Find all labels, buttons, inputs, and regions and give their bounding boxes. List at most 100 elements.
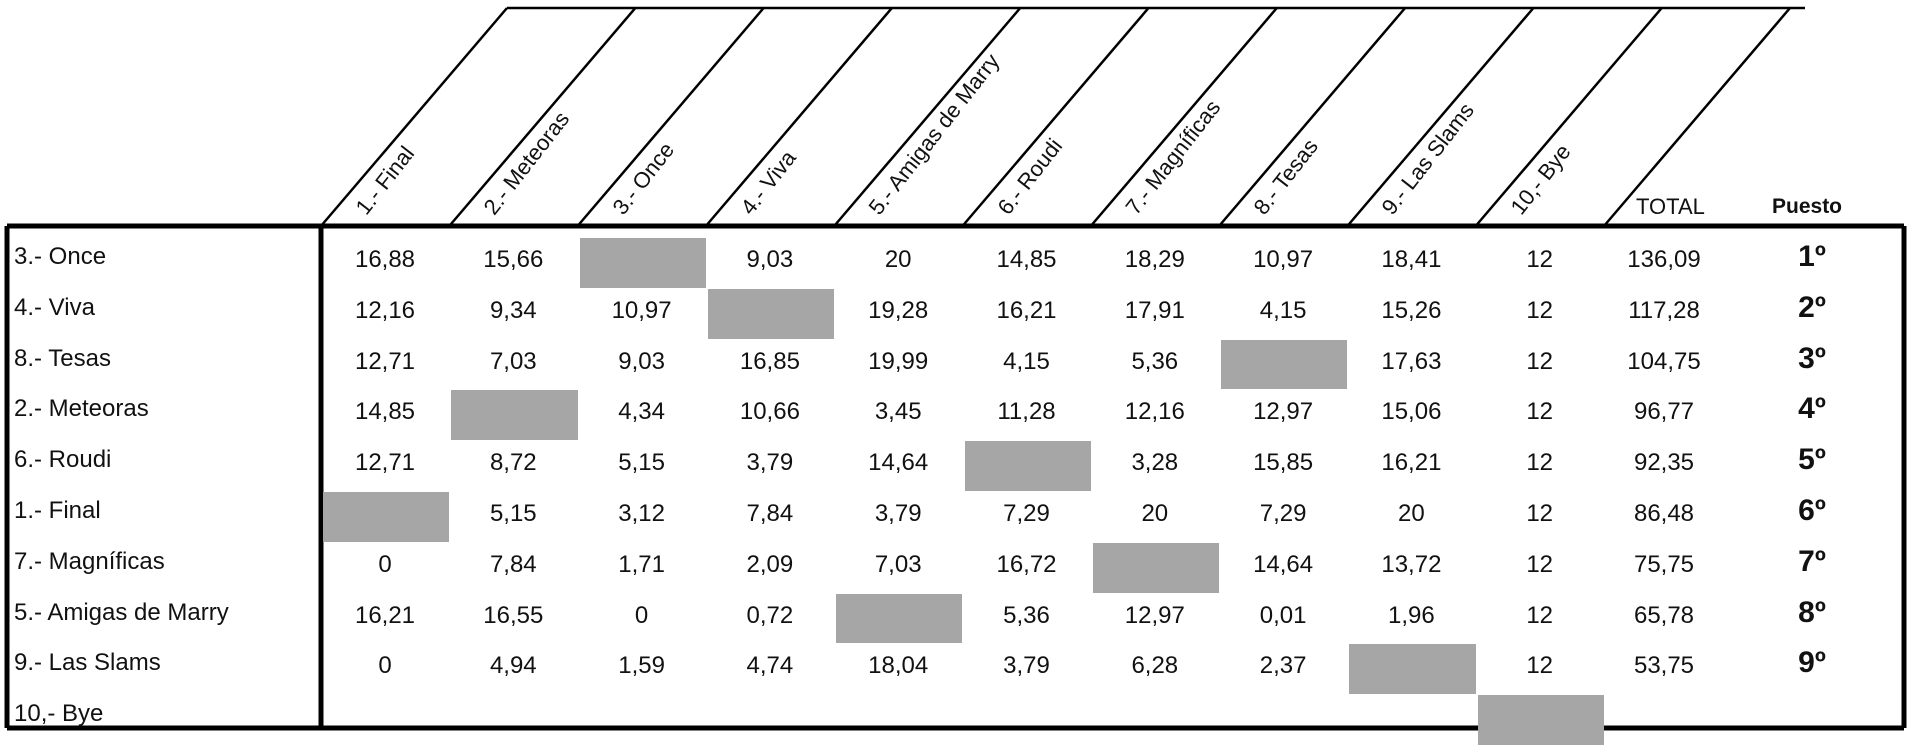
header-divider — [576, 7, 765, 227]
total-cell: 96,77 — [1633, 398, 1695, 426]
score-cell: 0 — [634, 601, 649, 629]
score-cell: 16,72 — [996, 550, 1057, 578]
rank-cell: 8º — [1798, 595, 1826, 629]
score-cell: 1,59 — [618, 652, 665, 680]
score-cell: 16,21 — [354, 601, 416, 629]
score-cell: 3,12 — [618, 500, 665, 527]
score-cell: 4,34 — [618, 398, 665, 426]
rank-cell: 3º — [1798, 341, 1826, 375]
self-match-cell — [1349, 644, 1476, 695]
self-match-cell — [1477, 695, 1604, 745]
header-divider — [1089, 7, 1278, 227]
score-cell: 2,09 — [746, 550, 794, 578]
header-divider — [448, 7, 637, 227]
rank-cell: 4º — [1798, 392, 1826, 426]
score-cell: 10,97 — [611, 296, 672, 324]
score-cell: 19,28 — [868, 296, 929, 324]
score-cell: 9,34 — [489, 296, 537, 324]
self-match-cell — [323, 492, 450, 542]
total-cell: 65,78 — [1633, 601, 1695, 629]
score-cell: 3,79 — [874, 500, 922, 527]
score-cell: 0 — [378, 652, 392, 680]
score-cell: 1,96 — [1388, 601, 1435, 629]
score-cell: 5,15 — [489, 500, 537, 527]
total-cell: 86,48 — [1633, 500, 1695, 527]
total-cell: 75,75 — [1633, 550, 1695, 578]
score-cell: 0 — [378, 550, 392, 578]
score-cell: 12,16 — [354, 296, 416, 324]
score-cell: 3,45 — [874, 398, 922, 426]
score-cell: 12 — [1526, 347, 1554, 375]
self-match-cell — [1221, 339, 1348, 390]
score-cell: 12,97 — [1124, 601, 1185, 629]
header-divider — [833, 7, 1022, 227]
score-cell: 10,97 — [1253, 246, 1314, 273]
score-cell: 12,71 — [354, 449, 416, 477]
row-label: 8.- Tesas — [14, 344, 111, 372]
score-cell: 3,79 — [1003, 652, 1050, 680]
score-cell: 20 — [884, 246, 912, 273]
score-cell: 12 — [1526, 550, 1554, 578]
total-cell: 117,28 — [1628, 296, 1700, 324]
self-match-cell — [707, 288, 835, 339]
score-cell: 16,21 — [996, 296, 1057, 324]
score-cell: 4,15 — [1259, 296, 1307, 324]
score-cell: 16,88 — [354, 246, 416, 273]
score-cell: 16,21 — [1381, 449, 1442, 477]
score-cell: 15,26 — [1381, 296, 1442, 324]
total-cell: 104,75 — [1627, 347, 1701, 375]
score-cell: 2,37 — [1259, 652, 1307, 680]
score-cell: 12 — [1526, 500, 1554, 527]
score-cell: 16,55 — [483, 601, 544, 629]
score-cell: 12 — [1526, 652, 1554, 680]
score-cell: 15,85 — [1253, 449, 1314, 477]
self-match-cell — [964, 441, 1091, 491]
score-cell: 11,28 — [997, 398, 1056, 426]
header-divider — [1346, 7, 1535, 227]
row-label: 3.- Once — [14, 243, 107, 270]
self-match-cell — [451, 390, 578, 441]
score-cell: 12 — [1526, 398, 1554, 426]
header-divider — [320, 7, 508, 227]
score-cell: 20 — [1398, 500, 1425, 527]
score-cell: 18,29 — [1124, 246, 1185, 273]
header-divider — [704, 7, 893, 227]
score-cell: 14,64 — [868, 449, 929, 477]
total-cell: 92,35 — [1633, 449, 1695, 477]
score-cell: 17,63 — [1381, 347, 1442, 375]
score-cell: 14,85 — [996, 246, 1057, 273]
row-label: 6.- Roudi — [14, 446, 112, 474]
rank-cell: 2º — [1798, 290, 1826, 324]
score-cell: 7,03 — [874, 550, 922, 578]
score-cell: 10,66 — [739, 398, 800, 426]
rank-cell: 5º — [1798, 443, 1826, 477]
score-cell: 16,85 — [739, 347, 800, 375]
row-label: 2.- Meteoras — [14, 395, 149, 423]
score-cell: 15,66 — [483, 246, 544, 273]
rank-cell: 1º — [1798, 240, 1826, 273]
score-cell: 14,64 — [1253, 550, 1314, 578]
row-label: 1.- Final — [14, 497, 101, 524]
puesto-header: Puesto — [1772, 195, 1843, 218]
rank-cell: 7º — [1798, 544, 1826, 578]
header-divider — [1474, 7, 1663, 227]
header-divider — [1218, 7, 1407, 227]
score-cell: 4,74 — [746, 652, 794, 680]
score-cell: 5,15 — [618, 449, 665, 477]
row-label: 10,- Bye — [14, 700, 104, 728]
score-cell: 12 — [1526, 601, 1554, 629]
score-cell: 12 — [1526, 449, 1554, 477]
header-divider — [961, 7, 1150, 227]
score-cell: 12,97 — [1253, 398, 1314, 426]
score-cell: 7,29 — [1259, 500, 1307, 527]
score-cell: 14,85 — [354, 398, 416, 426]
score-cell: 18,41 — [1381, 246, 1442, 273]
total-cell: 53,75 — [1633, 652, 1695, 680]
score-cell: 17,91 — [1124, 296, 1185, 324]
score-cell: 3,28 — [1131, 449, 1179, 477]
self-match-cell — [579, 238, 706, 288]
row-label: 9.- Las Slams — [14, 649, 161, 677]
score-cell: 7,84 — [746, 500, 794, 527]
score-cell: 15,06 — [1381, 398, 1442, 426]
